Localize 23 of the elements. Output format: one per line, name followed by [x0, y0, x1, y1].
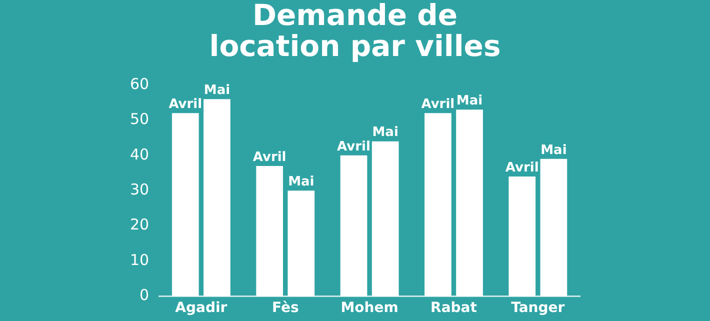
x-tick-label: Fès	[272, 300, 299, 316]
y-tick-label: 10	[130, 250, 150, 269]
text: Mai	[456, 94, 483, 109]
y-tick-label: 20	[130, 216, 150, 234]
x-tick-label: Rabat	[430, 300, 478, 316]
y-tick-label: 40	[130, 145, 150, 164]
text: Avril	[168, 97, 202, 112]
text: Avril	[337, 139, 370, 154]
text: Mai	[540, 142, 567, 158]
y-tick-label: 60	[130, 74, 150, 93]
text: Mai	[372, 125, 398, 140]
text: Avril	[505, 160, 539, 176]
x-tick-label: Mohem	[340, 300, 398, 316]
y-tick-label: 0	[140, 286, 150, 304]
text: Avril	[421, 97, 455, 112]
series-label: Mai	[204, 82, 230, 98]
text: Mai	[288, 174, 314, 190]
chart-title: Demande de location par villes	[208, 0, 502, 63]
y-tick-label: 50	[130, 110, 150, 128]
x-tick-label: Tanger	[511, 300, 565, 316]
y-tick-label: 30	[130, 180, 150, 198]
series-label: Avril	[252, 150, 286, 165]
x-tick-label: Agadir	[175, 300, 228, 316]
